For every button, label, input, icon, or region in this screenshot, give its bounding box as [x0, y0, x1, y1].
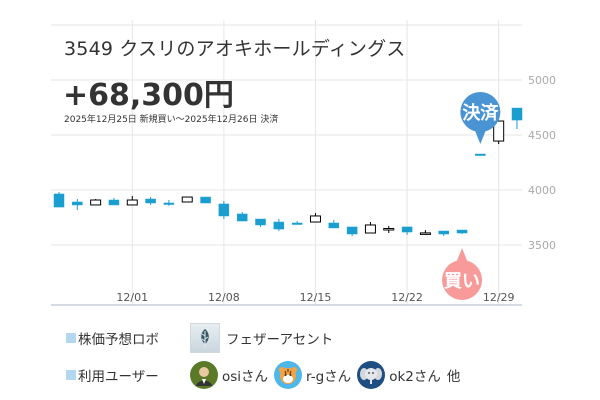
buy-marker: 買い — [442, 248, 483, 300]
user-name[interactable]: ok2さん — [389, 369, 441, 385]
candle-body-down — [438, 230, 449, 235]
candle-body-down — [346, 226, 358, 235]
candle — [383, 225, 395, 234]
candle — [291, 221, 303, 225]
candle — [438, 230, 449, 236]
legend-robot-row: 株価予想ロボ フェザーアセント — [66, 323, 333, 353]
candles — [53, 107, 523, 236]
candle — [328, 220, 340, 229]
candle-body-down — [273, 221, 285, 230]
sell-marker: 決済 — [460, 92, 501, 145]
candle-body-down — [456, 229, 468, 234]
trade-period: 2025年12月25日 新規買い～2025年12月26日 決済 — [64, 115, 279, 125]
tiger-avatar-icon[interactable] — [274, 361, 303, 389]
candle-body-down — [200, 196, 211, 204]
candle — [273, 219, 285, 232]
candle — [108, 198, 120, 206]
x-axis-ticks: 12/01 12/08 12/15 12/22 12/29 — [116, 291, 514, 304]
candle-body-down — [291, 222, 303, 225]
candle-body-down — [163, 202, 175, 205]
candle — [419, 230, 431, 235]
candle-body-down — [72, 201, 83, 206]
candle — [72, 199, 83, 211]
candle — [475, 153, 486, 156]
x-tick-label: 12/22 — [391, 291, 423, 304]
candle — [309, 212, 321, 223]
candle-body-down — [328, 222, 340, 229]
candle-body-down — [145, 198, 156, 204]
sell-marker-label: 決済 — [462, 102, 499, 124]
candle-body-down — [236, 213, 248, 222]
trade-markers: 買い 決済 — [442, 92, 501, 300]
candle-body-up — [419, 232, 431, 235]
user-name[interactable]: osiさん — [222, 369, 269, 385]
candle — [163, 200, 175, 206]
candle-body-down — [475, 153, 486, 156]
candle-body-down — [218, 203, 230, 217]
candle-body-up — [126, 199, 138, 206]
user-name[interactable]: r-gさん — [306, 369, 352, 385]
legend-square-icon — [66, 333, 76, 343]
x-tick-label: 12/29 — [483, 291, 515, 304]
users-label: 利用ユーザー — [78, 369, 159, 385]
candle — [145, 197, 156, 205]
candle — [511, 107, 523, 129]
candle — [456, 229, 468, 234]
y-tick-label: 4000 — [528, 184, 556, 197]
legend-square-icon — [66, 370, 76, 380]
stock-title: 3549 クスリのアオキホールディングス — [64, 38, 406, 60]
grid — [51, 20, 522, 306]
candle — [126, 196, 138, 206]
elephant-avatar-icon[interactable] — [357, 361, 386, 389]
y-axis-ticks: 3500 4000 4500 5000 — [528, 74, 556, 252]
candle-body-up — [309, 215, 321, 223]
candle — [90, 199, 102, 206]
y-tick-label: 4500 — [528, 129, 556, 142]
candle — [255, 218, 266, 227]
buy-marker-label: 買い — [444, 271, 480, 292]
robot-label: 株価予想ロボ — [78, 332, 159, 348]
candle-body-up — [90, 199, 102, 206]
candle — [401, 226, 413, 235]
candle-body-up — [383, 228, 395, 231]
candle — [218, 201, 230, 220]
candle-body-up — [364, 224, 376, 234]
legend-users-row: 利用ユーザー osiさん r-gさん ok2さん 他 — [66, 361, 460, 389]
candle — [364, 222, 376, 234]
candle-body-down — [108, 199, 120, 206]
others-label: 他 — [446, 369, 461, 385]
candle — [181, 196, 193, 203]
profit-amount: +68,300円 — [63, 78, 234, 113]
y-tick-label: 3500 — [528, 239, 556, 252]
candle-body-down — [53, 193, 65, 208]
candle — [200, 196, 211, 204]
x-tick-label: 12/01 — [116, 291, 148, 304]
y-tick-label: 5000 — [528, 74, 556, 87]
candle-body-up — [493, 120, 505, 142]
candle-body-down — [511, 107, 523, 121]
robot-name[interactable]: フェザーアセント — [226, 332, 334, 348]
candle — [53, 191, 65, 208]
candle-body-down — [255, 218, 266, 226]
candle — [346, 226, 358, 236]
x-tick-label: 12/15 — [300, 291, 332, 304]
candle — [236, 212, 248, 222]
x-tick-label: 12/08 — [208, 291, 240, 304]
elderly-man-avatar-icon[interactable] — [190, 361, 218, 389]
candle-body-up — [181, 196, 193, 203]
feather-robot-icon[interactable] — [190, 323, 220, 353]
candle — [493, 120, 505, 145]
candle-body-down — [401, 226, 413, 233]
